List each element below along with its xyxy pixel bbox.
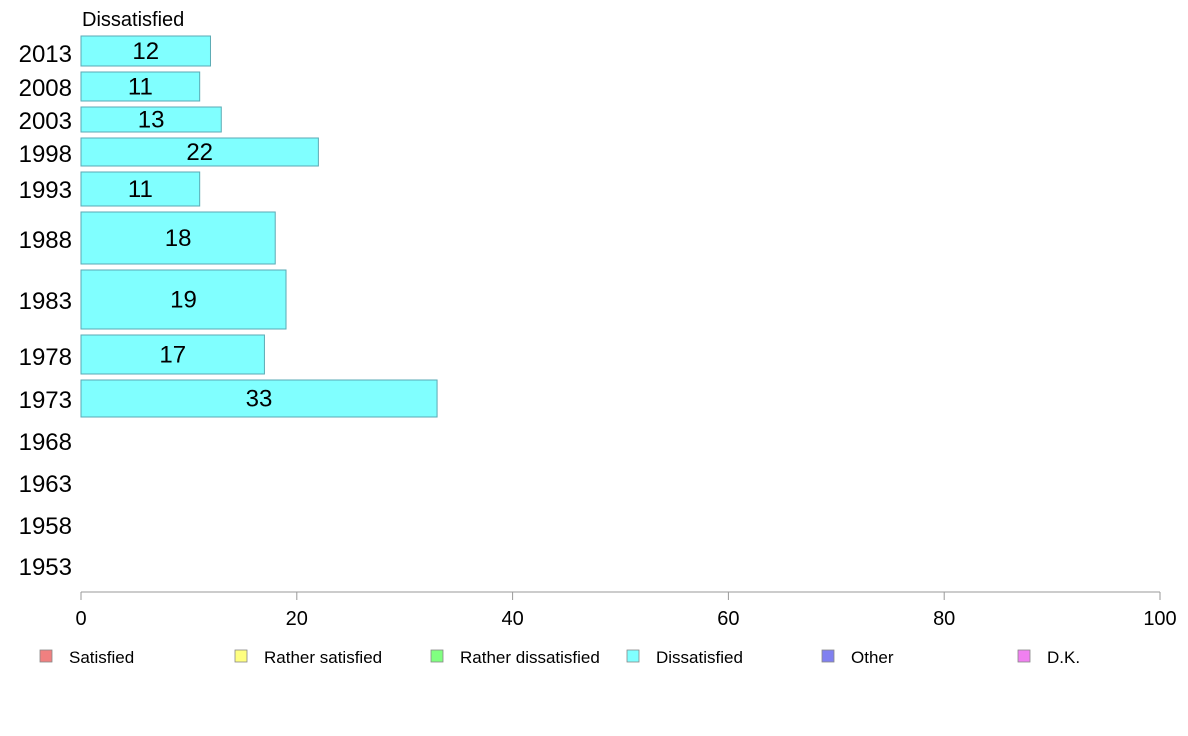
y-tick-label: 1958 [19, 513, 72, 540]
legend-swatch [234, 649, 248, 663]
y-tick-label: 2008 [19, 75, 72, 102]
y-tick-label: 1973 [19, 387, 72, 414]
y-tick-label: 1968 [19, 429, 72, 456]
bar [80, 71, 201, 102]
bar [80, 106, 222, 133]
x-axis: 0 20 40 60 80 100 [75, 591, 1177, 630]
x-tick-label: 100 [1143, 608, 1176, 630]
bar [80, 379, 438, 418]
bar-value-label: 18 [165, 225, 192, 252]
chart-title: Dissatisfied [82, 9, 184, 31]
y-tick-label: 1978 [19, 344, 72, 371]
bar [80, 137, 319, 167]
bar [80, 171, 201, 207]
bar-value-label: 11 [128, 74, 153, 101]
y-tick-label: 1998 [19, 141, 72, 168]
y-axis-labels: 2013 2008 2003 1998 1993 1988 1983 1978 1973 1968… [19, 41, 72, 581]
y-tick-label: 2003 [19, 108, 72, 135]
legend-label: Other [851, 648, 894, 667]
legend: Satisfied Rather satisfied Rather dissatis… [39, 648, 1080, 667]
bars-group: 12 11 13 22 11 18 19 17 33 [80, 35, 438, 418]
x-tick-label: 80 [933, 608, 955, 630]
legend-swatch [626, 649, 640, 663]
legend-label: Dissatisfied [656, 648, 743, 667]
bar [80, 269, 287, 330]
bar-value-label: 17 [159, 342, 186, 369]
legend-label: D.K. [1047, 648, 1080, 667]
legend-swatch [1017, 649, 1031, 663]
legend-label: Satisfied [69, 648, 134, 667]
bar-value-label: 12 [132, 38, 159, 65]
y-tick-label: 1963 [19, 471, 72, 498]
legend-swatch [430, 649, 444, 663]
bar-value-label: 13 [138, 107, 165, 134]
y-tick-label: 1988 [19, 227, 72, 254]
x-tick-label: 60 [717, 608, 739, 630]
bar-value-label: 22 [186, 139, 213, 166]
legend-swatch [821, 649, 835, 663]
x-tick-label: 40 [501, 608, 523, 630]
y-tick-label: 1983 [19, 288, 72, 315]
x-tick-label: 20 [286, 608, 308, 630]
bar-value-label: 11 [128, 176, 153, 203]
y-tick-label: 1993 [19, 177, 72, 204]
bar [80, 35, 211, 67]
y-tick-label: 1953 [19, 554, 72, 581]
bar-value-label: 19 [170, 287, 197, 314]
legend-label: Rather dissatisfied [460, 648, 600, 667]
legend-label: Rather satisfied [264, 648, 382, 667]
bar-value-label: 33 [246, 386, 273, 413]
x-tick-label: 0 [75, 608, 86, 630]
bar [80, 334, 265, 375]
bar [80, 211, 276, 265]
y-tick-label: 2013 [19, 41, 72, 68]
legend-swatch [39, 649, 53, 663]
